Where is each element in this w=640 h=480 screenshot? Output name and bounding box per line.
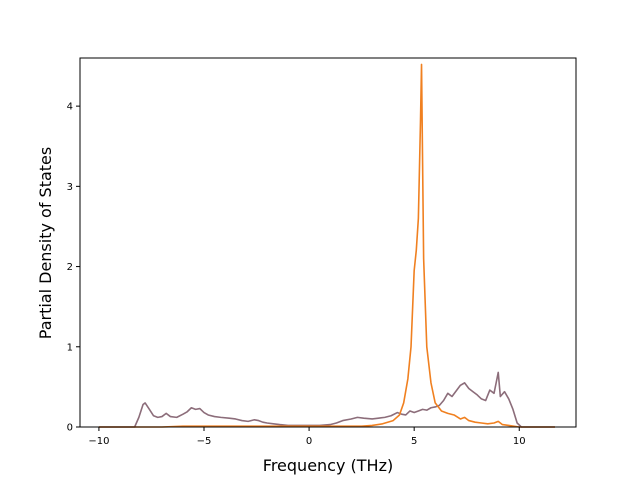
- x-tick-label: 5: [411, 436, 417, 447]
- y-tick-label: 4: [67, 102, 73, 113]
- y-axis-label: Partial Density of States: [36, 147, 55, 339]
- series-line-2: [98, 63, 555, 428]
- plot-area: [98, 63, 555, 428]
- x-tick-label: 10: [513, 436, 526, 447]
- x-tick-label: −10: [88, 436, 109, 447]
- y-tick-label: 3: [67, 182, 73, 193]
- y-tick-label: 2: [67, 262, 73, 273]
- y-tick-label: 1: [67, 342, 73, 353]
- y-tick-label: 0: [67, 423, 73, 434]
- x-tick-label: −5: [197, 436, 212, 447]
- x-axis-ticks: −10 −5 0 5 10: [88, 427, 526, 447]
- axes-frame: [79, 57, 577, 428]
- x-tick-label: 0: [306, 436, 312, 447]
- series-line-1: [98, 371, 555, 428]
- y-axis-ticks: 0 1 2 3 4: [67, 102, 80, 434]
- x-axis-label: Frequency (THz): [263, 456, 393, 475]
